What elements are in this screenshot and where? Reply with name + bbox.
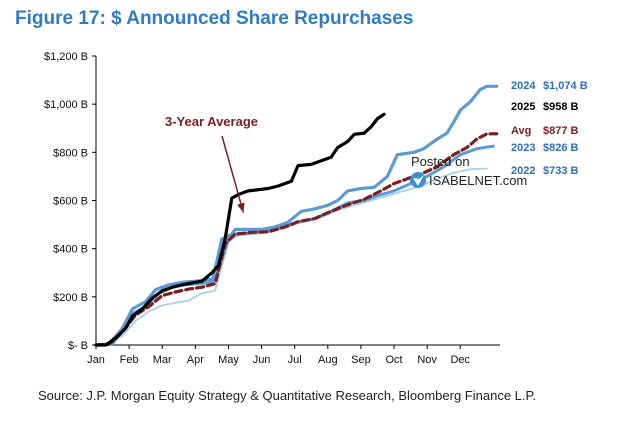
x-tick-label: Feb [120,354,139,366]
x-tick-label: Dec [450,354,470,366]
x-tick-label: Sep [351,354,371,366]
annotation: 3-Year Average [165,114,258,213]
y-tick-label: $1,000 B [44,99,88,111]
series-line-2022 [95,167,488,346]
y-tick-label: $1,200 B [44,51,88,63]
isabelnet-logo-icon [410,172,426,188]
x-tick-label: Jun [253,354,271,366]
chart-title: Figure 17: $ Announced Share Repurchases [15,8,414,29]
series-label-2024-value: $1,074 B [543,80,588,92]
x-tick-label: Apr [187,354,204,366]
series-label-avg-year: Avg [511,125,531,137]
y-tick-label: $- B [68,340,88,352]
series-label-2025-year: 2025 [511,101,535,113]
x-tick-label: Mar [153,354,172,366]
series-label-2024-year: 2024 [511,80,536,92]
watermark-line1: Posted on [411,154,470,169]
series-line-avg [94,132,499,347]
annotation-three-year-average: 3-Year Average [165,114,258,129]
y-tick-label: $400 B [53,244,88,256]
series-label-2022-year: 2022 [511,165,535,177]
series-label-avg-value: $877 B [543,125,579,137]
chart: $- B $200 B $400 B $600 B $800 B $1,000 B $1,2… [44,51,588,366]
series-labels: 2024 $1,074 B 2025 $958 B Avg $877 B 2023 $826 … [511,80,588,177]
y-tick-label: $200 B [53,292,88,304]
x-tick-label: Oct [385,354,402,366]
series-line-2024 [94,84,499,347]
x-tick-label: Jan [87,354,105,366]
axes: $- B $200 B $400 B $600 B $800 B $1,000 B $1,2… [44,51,500,366]
y-tick-label: $600 B [53,196,88,208]
series-label-2023-year: 2023 [511,142,535,154]
x-tick-label: Nov [417,354,437,366]
x-tick-label: May [218,354,239,366]
x-tick-label: Aug [318,354,338,366]
series-label-2023-value: $826 B [543,142,579,154]
watermark-line2: ISABELNET.com [429,173,527,188]
y-tick-label: $800 B [53,147,88,159]
series-layer [94,84,499,347]
chart-source: Source: J.P. Morgan Equity Strategy & Qu… [38,388,537,403]
watermark: Posted on ISABELNET.com [410,154,527,188]
annotation-arrow-head [237,202,245,213]
x-tick-label: Jul [288,354,302,366]
series-label-2022-value: $733 B [543,165,579,177]
series-label-2025-value: $958 B [543,101,579,113]
annotation-arrow [221,135,245,213]
